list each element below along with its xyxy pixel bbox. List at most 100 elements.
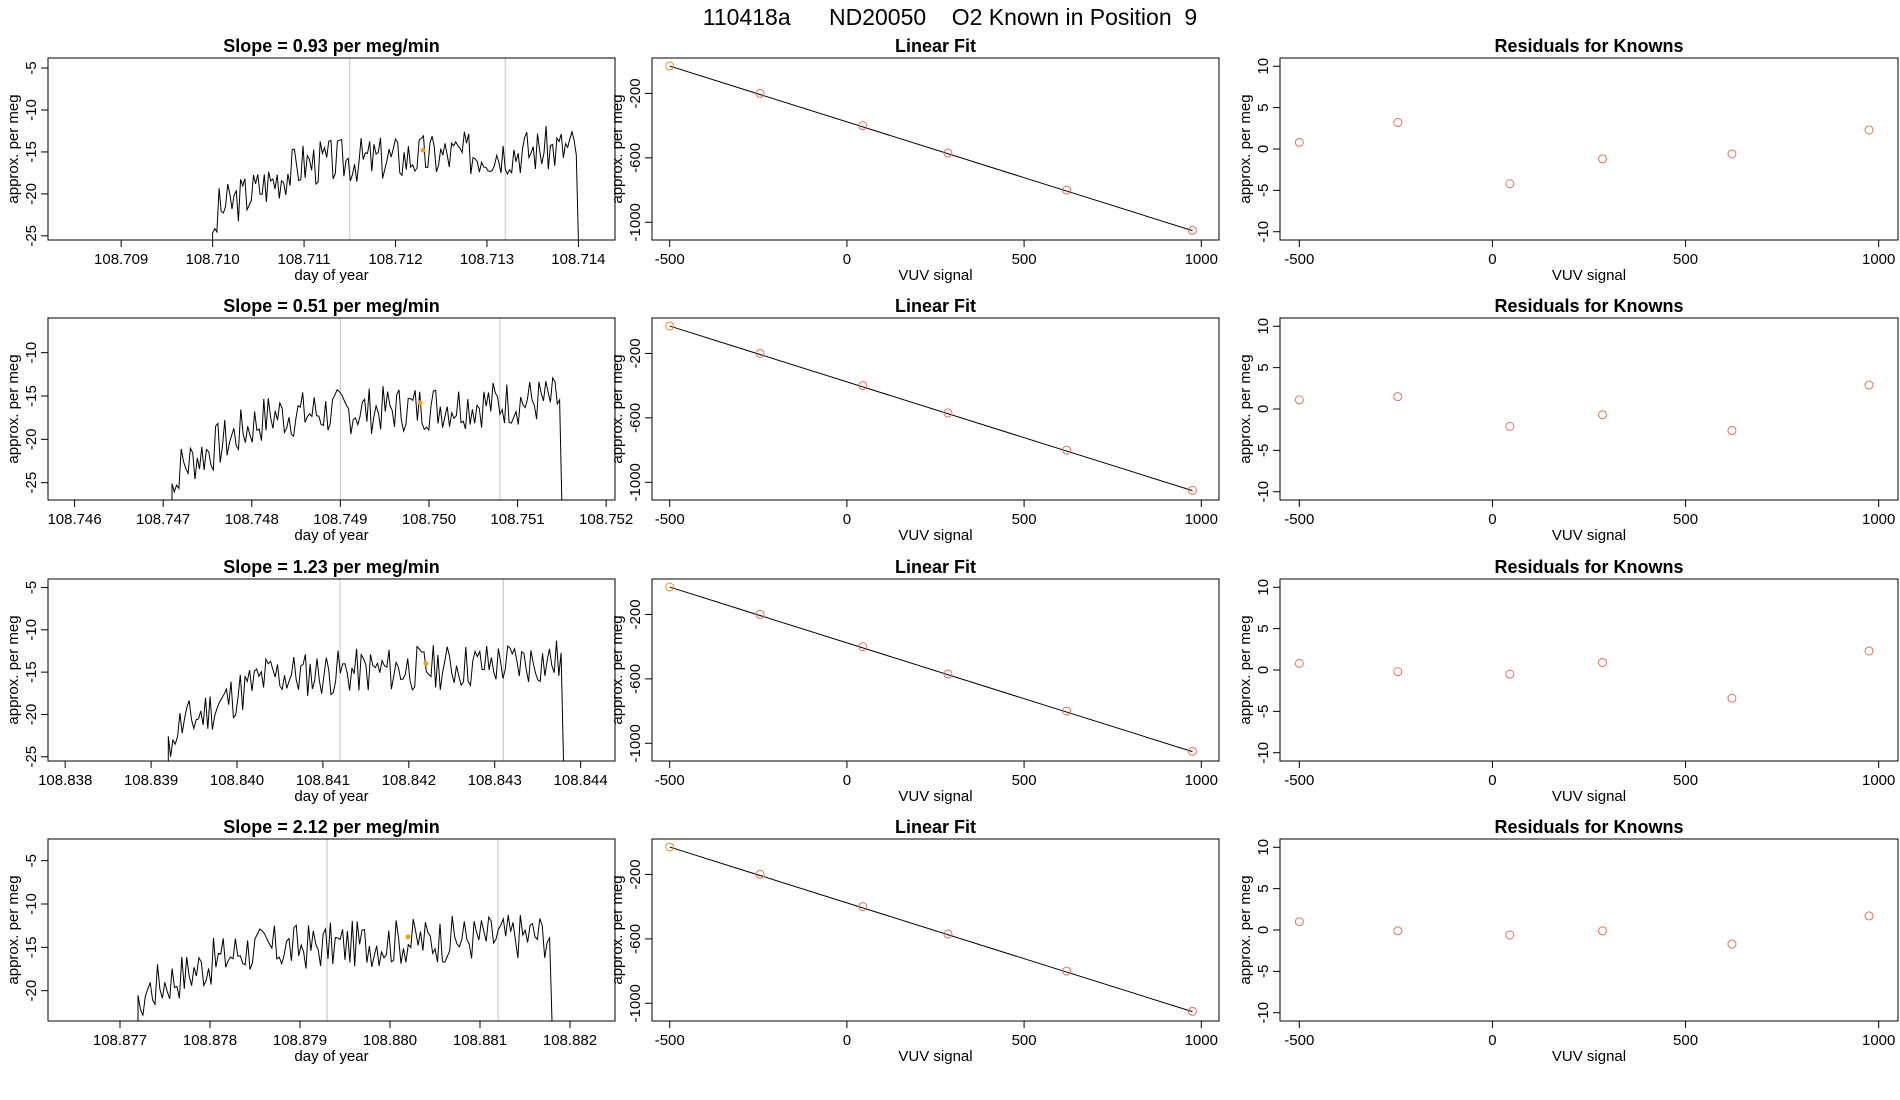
fit-y-tick-label: -600: [627, 403, 644, 433]
residual-y-tick-label: 10: [1255, 579, 1272, 596]
residual-panel-1: Residuals for Knowns -500 0 500 1000 10 5 0 -5 -1…: [1237, 36, 1899, 284]
fit-y-tick-label: -1000: [627, 203, 644, 241]
residual-point: [1864, 646, 1874, 656]
page-title: 110418a ND20050 O2 Known in Position 9: [702, 4, 1198, 30]
fit-x-tick-label: 1000: [1185, 511, 1218, 528]
fit-line: [669, 846, 1193, 1013]
trace-title: Slope = 2.12 per meg/min: [223, 817, 440, 837]
fit-y-axis-label: approx. per meg: [609, 354, 626, 463]
trace-highlight-point: [405, 934, 411, 940]
trace-frame: [47, 317, 616, 501]
fit-y-tick-label: -600: [627, 143, 644, 173]
trace-y-axis-label: approx. per meg: [5, 615, 22, 724]
trace-y-tick-label: -20: [23, 183, 40, 205]
fit-point: [1062, 185, 1072, 195]
residual-x-tick-label: 0: [1488, 511, 1496, 528]
trace-x-tick-label: 108.709: [94, 251, 148, 268]
fit-title: Linear Fit: [895, 557, 976, 577]
residual-y-tick-label: 10: [1255, 58, 1272, 75]
trace-title: Slope = 0.51 per meg/min: [223, 296, 440, 316]
fit-x-tick-label: 0: [843, 1032, 851, 1049]
residual-title: Residuals for Knowns: [1494, 557, 1683, 577]
trace-panel-2: Slope = 0.51 per meg/min 108.746 108.747 10…: [5, 296, 633, 544]
residual-x-tick-label: 500: [1673, 772, 1698, 789]
residual-x-tick-label: -500: [1284, 772, 1314, 789]
fit-y-tick-label: -200: [627, 859, 644, 889]
trace-x-tick-label: 108.751: [490, 511, 544, 528]
fit-x-tick-label: 0: [843, 511, 851, 528]
fit-point: [1187, 1006, 1197, 1016]
trace-y-tick-label: -25: [23, 746, 40, 768]
residual-x-tick-label: 0: [1488, 772, 1496, 789]
trace-x-tick-label: 108.714: [551, 251, 605, 268]
fit-point: [755, 869, 765, 879]
fit-point: [1187, 485, 1197, 495]
residual-y-tick-label: -5: [1255, 705, 1272, 718]
trace-y-tick-label: -15: [23, 936, 40, 958]
trace-x-axis-label: day of year: [294, 1048, 368, 1065]
fit-x-tick-label: 500: [1012, 251, 1037, 268]
trace-series-line: [171, 376, 563, 501]
fit-y-tick-label: -1000: [627, 463, 644, 501]
residual-y-tick-label: 0: [1255, 666, 1272, 674]
fit-point: [755, 88, 765, 98]
residual-point: [1505, 421, 1515, 431]
residual-point: [1864, 125, 1874, 135]
fit-x-tick-label: -500: [655, 772, 685, 789]
fit-point: [1187, 225, 1197, 235]
trace-title: Slope = 0.93 per meg/min: [223, 36, 440, 56]
fit-point: [755, 609, 765, 619]
fit-frame: [651, 317, 1220, 501]
residual-y-tick-label: -10: [1255, 1002, 1272, 1024]
fit-point: [943, 929, 953, 939]
residual-point: [1393, 926, 1403, 936]
trace-x-tick-label: 108.749: [313, 511, 367, 528]
residual-point: [1294, 395, 1304, 405]
residual-y-tick-label: 10: [1255, 839, 1272, 856]
fit-x-tick-label: 1000: [1185, 251, 1218, 268]
fit-frame: [651, 57, 1220, 241]
trace-panel-3: Slope = 1.23 per meg/min 108.838 108.839 10…: [5, 557, 616, 805]
fit-y-axis-label: approx. per meg: [609, 875, 626, 984]
trace-y-tick-label: -15: [23, 141, 40, 163]
trace-y-tick-label: -5: [23, 61, 40, 74]
fit-point: [755, 348, 765, 358]
residual-frame: [1279, 838, 1899, 1022]
residual-y-tick-label: 0: [1255, 405, 1272, 413]
residual-y-axis-label: approx. per meg: [1237, 875, 1254, 984]
trace-x-tick-label: 108.844: [554, 772, 608, 789]
trace-x-tick-label: 108.843: [468, 772, 522, 789]
fit-point: [858, 902, 868, 912]
residual-point: [1727, 426, 1737, 436]
fit-line: [669, 325, 1193, 492]
trace-x-tick-label: 108.748: [225, 511, 279, 528]
residual-point: [1505, 179, 1515, 189]
residual-title: Residuals for Knowns: [1494, 36, 1683, 56]
residual-y-axis-label: approx. per meg: [1237, 615, 1254, 724]
fit-x-tick-label: 0: [843, 251, 851, 268]
residual-point: [1294, 917, 1304, 927]
residual-x-axis-label: VUV signal: [1552, 267, 1626, 284]
residual-point: [1505, 930, 1515, 940]
trace-y-tick-label: -20: [23, 980, 40, 1002]
trace-x-tick-label: 108.712: [368, 251, 422, 268]
residual-point: [1598, 926, 1608, 936]
trace-x-axis-label: day of year: [294, 788, 368, 805]
residual-point: [1598, 658, 1608, 668]
trace-series-line: [167, 640, 564, 762]
residual-x-tick-label: -500: [1284, 511, 1314, 528]
fit-point: [1062, 966, 1072, 976]
fit-y-tick-label: -200: [627, 599, 644, 629]
fit-x-tick-label: -500: [655, 1032, 685, 1049]
trace-x-tick-label: 108.877: [93, 1032, 147, 1049]
trace-x-tick-label: 108.841: [296, 772, 350, 789]
fit-point: [1062, 445, 1072, 455]
trace-y-axis-label: approx. per meg: [5, 94, 22, 203]
residual-point: [1864, 380, 1874, 390]
trace-x-tick-label: 108.713: [460, 251, 514, 268]
fit-x-axis-label: VUV signal: [898, 267, 972, 284]
residual-y-tick-label: 10: [1255, 318, 1272, 335]
trace-frame: [47, 578, 616, 762]
residual-y-tick-label: 5: [1255, 624, 1272, 632]
trace-frame: [47, 57, 616, 241]
